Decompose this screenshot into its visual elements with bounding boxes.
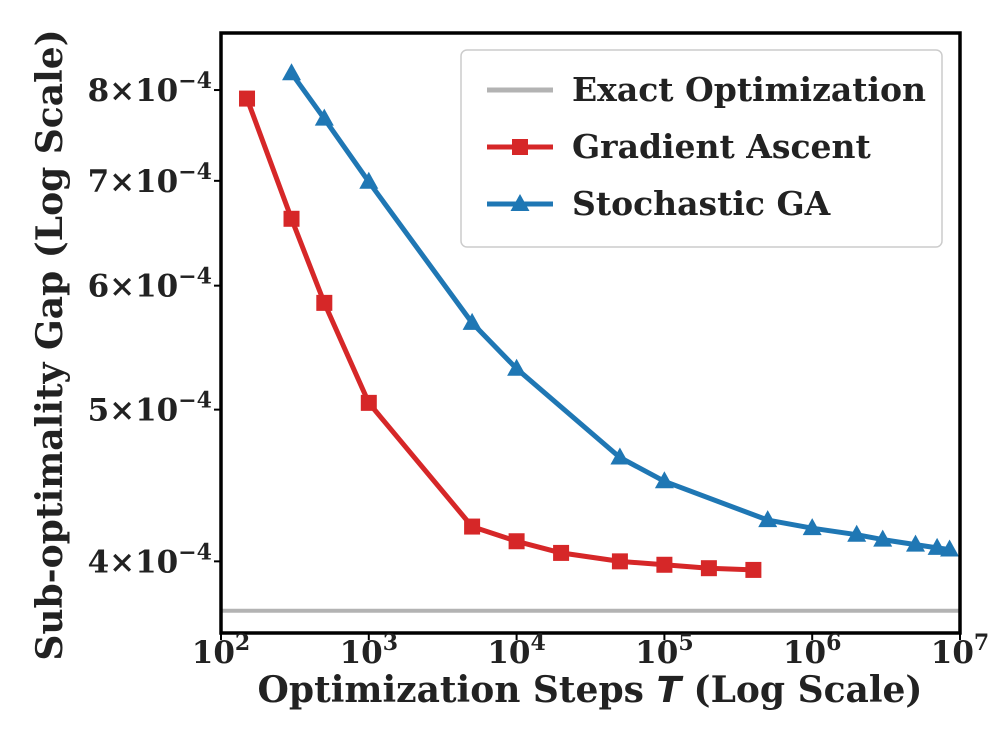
data-point-triangle bbox=[282, 63, 302, 81]
data-point-square bbox=[611, 553, 628, 570]
legend-square-marker bbox=[512, 139, 528, 155]
data-point-square bbox=[745, 561, 762, 578]
legend: Exact Optimization Gradient Ascent Stochas… bbox=[460, 49, 943, 248]
data-point-triangle bbox=[758, 510, 778, 528]
data-point-square bbox=[553, 544, 570, 561]
y-axis-title: Sub-optimality Gap (Log Scale) bbox=[29, 29, 71, 660]
y-tick-label: 8×10−4 bbox=[88, 68, 212, 109]
legend-label: Stochastic GA bbox=[572, 184, 831, 223]
series-stochastic-ga bbox=[282, 63, 960, 557]
data-point-square bbox=[360, 394, 377, 411]
data-point-triangle bbox=[847, 524, 867, 542]
legend-box bbox=[460, 49, 943, 248]
data-point-triangle bbox=[507, 358, 527, 376]
x-axis: 102 103 104 105 106 107 bbox=[192, 630, 989, 671]
y-tick-label: 4×10−4 bbox=[88, 539, 212, 580]
legend-label: Exact Optimization bbox=[572, 70, 926, 109]
data-point-triangle bbox=[359, 171, 379, 189]
x-tick-label: 104 bbox=[487, 630, 545, 671]
series-line bbox=[289, 71, 950, 553]
y-tick-label: 5×10−4 bbox=[88, 388, 212, 429]
x-tick-label: 102 bbox=[192, 630, 250, 671]
data-point-triangle bbox=[802, 518, 822, 536]
data-point-square bbox=[508, 533, 525, 550]
y-tick-label: 6×10−4 bbox=[88, 264, 212, 305]
data-point-triangle bbox=[873, 529, 893, 547]
data-point-square bbox=[464, 518, 481, 535]
legend-label: Gradient Ascent bbox=[572, 127, 872, 166]
data-point-triangle bbox=[462, 312, 482, 330]
x-tick-label: 103 bbox=[340, 630, 398, 671]
data-point-square bbox=[316, 294, 333, 311]
data-point-triangle bbox=[940, 539, 960, 557]
plot-marks bbox=[221, 63, 960, 613]
x-tick-label: 105 bbox=[635, 630, 693, 671]
data-point-triangle bbox=[906, 534, 926, 552]
data-point-triangle bbox=[610, 447, 630, 465]
y-tick-label: 7×10−4 bbox=[88, 159, 212, 200]
series-gradient-ascent bbox=[239, 90, 762, 578]
data-point-square bbox=[656, 556, 673, 573]
x-tick-label: 106 bbox=[783, 630, 841, 671]
data-point-square bbox=[700, 560, 717, 577]
legend-item: Gradient Ascent bbox=[487, 127, 872, 166]
legend-item: Stochastic GA bbox=[487, 184, 831, 223]
data-point-triangle bbox=[314, 108, 334, 126]
data-point-square bbox=[239, 90, 256, 107]
legend-triangle-marker bbox=[510, 194, 530, 211]
data-point-triangle bbox=[654, 471, 674, 489]
y-axis: 4×10−4 5×10−4 6×10−4 7×10−4 8×10−4 bbox=[88, 68, 221, 580]
plot-frame bbox=[219, 31, 962, 635]
x-axis-title: Optimization Steps T (Log Scale) bbox=[258, 669, 923, 711]
data-point-square bbox=[283, 210, 300, 227]
data-point-triangle bbox=[927, 537, 947, 555]
legend-item: Exact Optimization bbox=[487, 70, 926, 109]
x-tick-label: 107 bbox=[931, 630, 989, 671]
